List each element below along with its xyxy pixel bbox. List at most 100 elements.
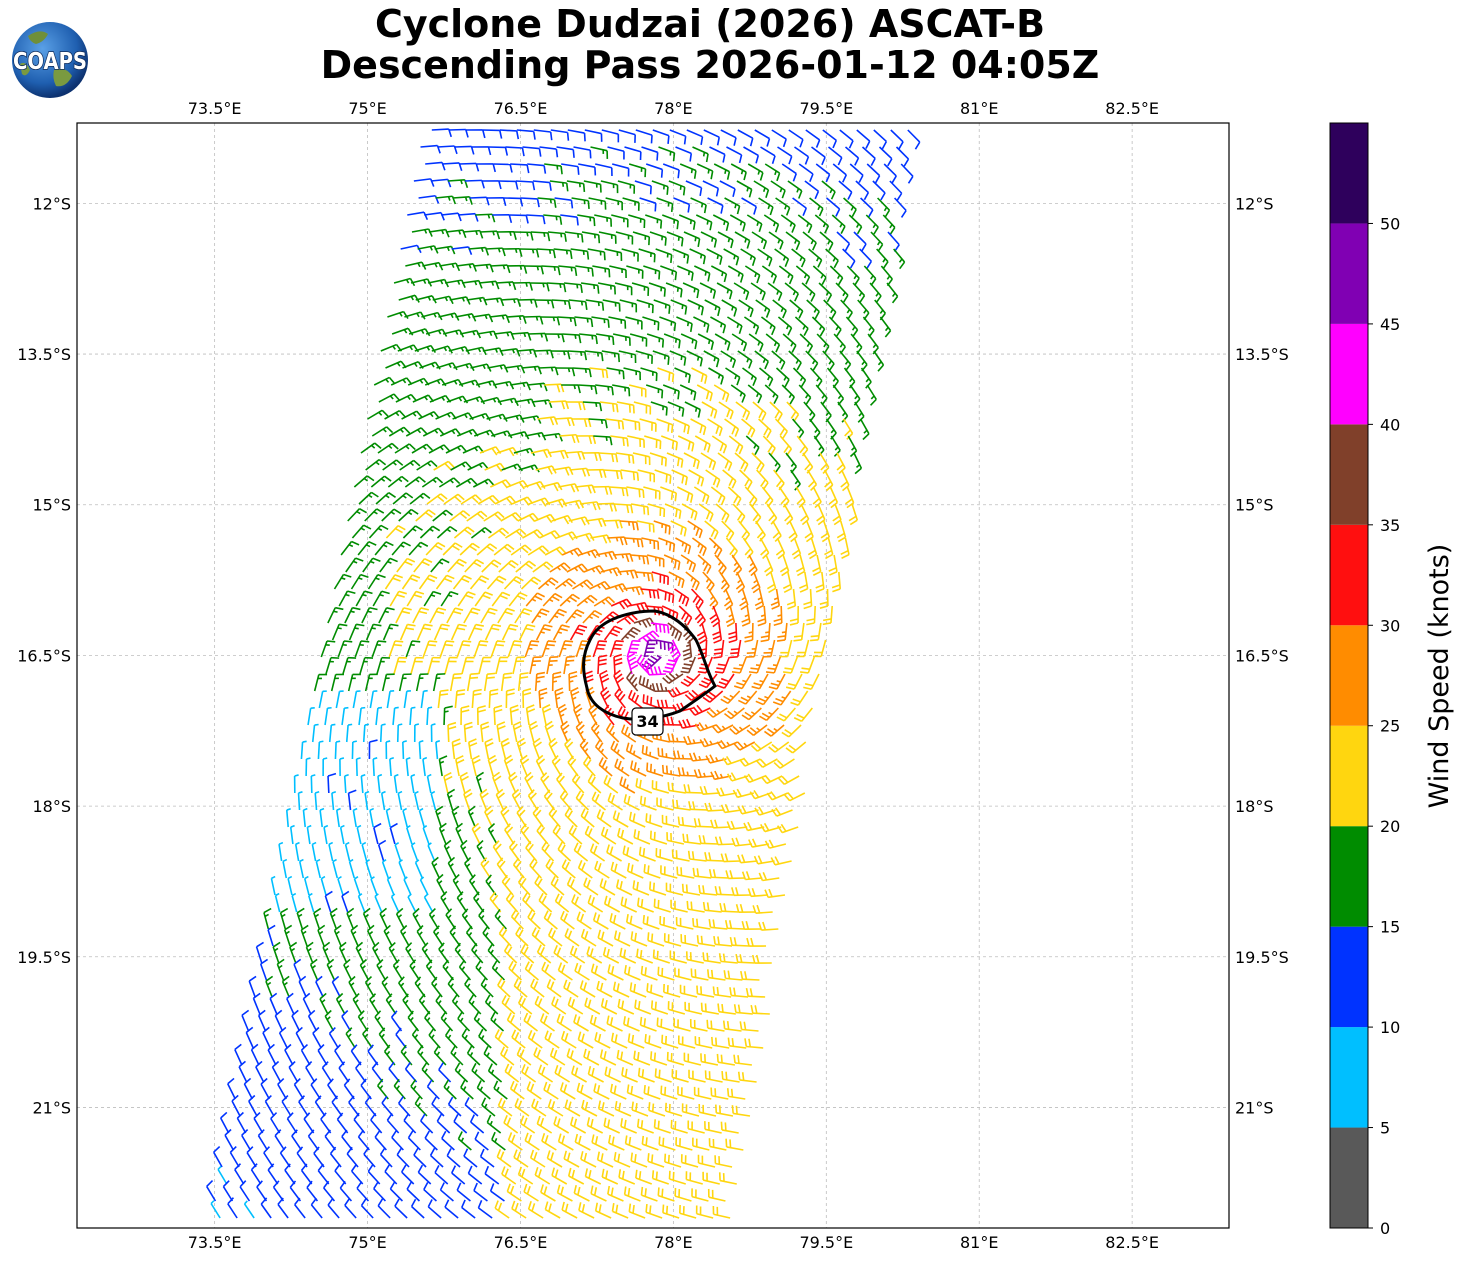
wind-barb (649, 452, 667, 467)
wind-barb (794, 146, 810, 165)
wind-barb (597, 654, 608, 675)
wind-barb (224, 1128, 235, 1151)
wind-barb (481, 180, 502, 190)
wind-barb (594, 214, 613, 227)
wind-barb (510, 909, 524, 930)
wind-barb (565, 401, 586, 411)
wind-barb (476, 330, 498, 340)
wind-barb (569, 945, 586, 964)
wind-barb (664, 1153, 682, 1168)
wind-barb (415, 673, 429, 692)
wind-barb (656, 418, 674, 434)
wind-barb (464, 558, 485, 573)
wind-barb (645, 1204, 663, 1219)
wind-barb (610, 740, 625, 760)
wind-barb (283, 924, 293, 947)
wind-barb (418, 194, 440, 204)
wind-barb (588, 418, 608, 429)
wind-barb (472, 478, 495, 488)
wind-barb (669, 129, 687, 145)
wind-barb (351, 740, 358, 760)
wind-barb (679, 384, 697, 401)
wind-barb (599, 669, 610, 692)
wind-barb (545, 333, 565, 343)
wind-barb (431, 345, 453, 354)
wind-barb (729, 987, 749, 998)
wind-barb (490, 1011, 505, 1032)
wind-barb (392, 706, 399, 726)
wind-barb (389, 822, 398, 845)
wind-barb (574, 316, 594, 328)
map-title: Cyclone Dudzai (2026) ASCAT-B Descending… (250, 4, 1170, 86)
wind-barb (554, 417, 575, 427)
wind-barb (719, 902, 739, 913)
wind-barb (497, 1097, 513, 1117)
wind-barb (654, 1068, 672, 1083)
wind-barb (365, 459, 387, 471)
wind-barb (532, 737, 542, 760)
wind-barb (595, 550, 618, 561)
wind-barb (613, 669, 625, 692)
wind-barb (718, 1172, 737, 1185)
wind-barb (566, 180, 586, 192)
wind-barb (713, 163, 731, 180)
colorbar-bin (1330, 826, 1368, 927)
wind-barb (356, 1181, 370, 1202)
wind-barb (278, 841, 284, 862)
wind-barb (640, 367, 658, 382)
wind-barb (758, 367, 774, 387)
wind-barb (657, 588, 675, 603)
wind-barb (450, 623, 467, 641)
wind-barb (437, 689, 449, 709)
wind-barb (556, 146, 575, 158)
wind-barb (486, 1114, 502, 1134)
wind-barb (471, 688, 482, 709)
wind-barb (447, 558, 467, 573)
wind-barb (464, 977, 477, 998)
wind-barb (394, 443, 416, 454)
wind-barb (688, 801, 708, 811)
wind-barb (357, 540, 377, 556)
wind-barb (647, 932, 665, 947)
wind-barb (412, 907, 423, 930)
wind-barb (278, 1026, 288, 1049)
wind-barb (428, 444, 451, 454)
wind-barb (739, 757, 761, 767)
wind-barb (410, 1198, 425, 1219)
wind-barb (450, 461, 472, 471)
wind-barb (510, 381, 531, 391)
wind-barb (367, 1044, 379, 1066)
wind-barb (410, 842, 419, 862)
wind-barb (844, 146, 860, 166)
wind-barb (503, 754, 514, 777)
wind-barb (676, 316, 693, 332)
wind-barb (626, 1084, 644, 1100)
wind-barb (422, 756, 428, 777)
wind-barb (640, 588, 660, 599)
wind-barb (494, 908, 507, 930)
wind-barb (489, 1183, 505, 1202)
wind-barb (556, 1013, 572, 1032)
wind-barb (339, 1180, 353, 1202)
wind-barb (307, 1129, 320, 1151)
wind-barb (677, 435, 695, 452)
wind-barb (397, 790, 403, 811)
wind-barb (813, 435, 825, 457)
wind-barb (492, 771, 502, 794)
wind-barb (452, 574, 472, 590)
wind-barb (401, 1164, 415, 1185)
wind-barb (298, 1095, 309, 1117)
wind-barb (682, 639, 693, 661)
wind-barb (651, 571, 669, 585)
wind-barb (426, 493, 448, 505)
wind-barb (632, 880, 650, 896)
wind-barb (702, 180, 720, 197)
wind-barb (539, 1013, 555, 1032)
wind-barb (765, 333, 781, 353)
wind-barb (364, 673, 378, 692)
wind-barb (744, 622, 754, 643)
wind-barb (755, 690, 775, 706)
wind-barb (759, 707, 779, 721)
wind-barb (447, 976, 460, 998)
wind-barb (617, 827, 634, 845)
